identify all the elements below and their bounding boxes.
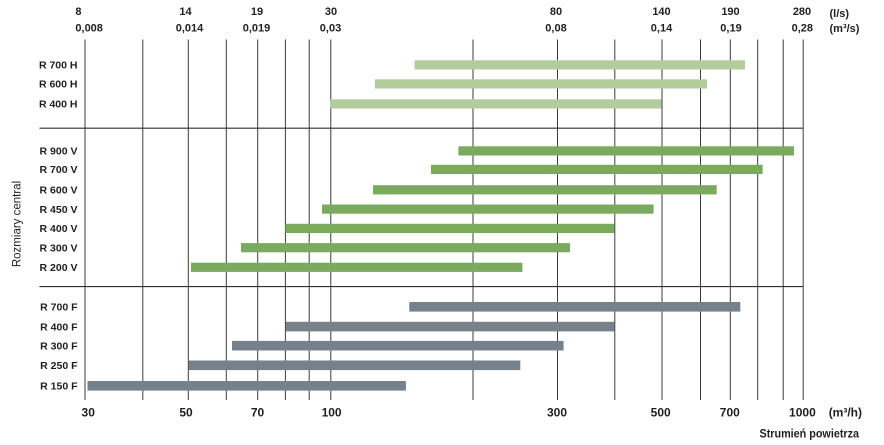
svg-text:80: 80 bbox=[550, 6, 562, 18]
svg-text:Rozmiary central: Rozmiary central bbox=[12, 181, 24, 267]
svg-text:14: 14 bbox=[179, 6, 192, 18]
svg-text:300: 300 bbox=[547, 406, 567, 420]
svg-text:R 600 V: R 600 V bbox=[40, 185, 78, 197]
svg-text:50: 50 bbox=[179, 406, 193, 420]
svg-text:R 300 V: R 300 V bbox=[40, 242, 78, 254]
svg-text:70: 70 bbox=[251, 406, 265, 420]
svg-text:0,019: 0,019 bbox=[243, 23, 271, 35]
svg-text:R 700 V: R 700 V bbox=[40, 164, 78, 176]
svg-text:R 700 H: R 700 H bbox=[39, 60, 78, 72]
svg-text:1000: 1000 bbox=[789, 406, 816, 420]
svg-text:R 300 F: R 300 F bbox=[40, 340, 78, 352]
svg-text:R 600 H: R 600 H bbox=[39, 79, 78, 91]
svg-text:R 450 V: R 450 V bbox=[40, 204, 78, 216]
svg-text:0,28: 0,28 bbox=[792, 23, 813, 35]
svg-text:(m³/s): (m³/s) bbox=[830, 23, 860, 35]
svg-text:0,08: 0,08 bbox=[545, 23, 566, 35]
svg-text:700: 700 bbox=[720, 406, 740, 420]
svg-text:0,19: 0,19 bbox=[720, 23, 741, 35]
svg-text:100: 100 bbox=[322, 406, 342, 420]
svg-text:R 250 F: R 250 F bbox=[40, 360, 78, 372]
svg-text:R 400 V: R 400 V bbox=[40, 223, 78, 235]
svg-text:30: 30 bbox=[325, 6, 337, 18]
svg-text:280: 280 bbox=[793, 6, 811, 18]
svg-text:190: 190 bbox=[721, 6, 739, 18]
svg-text:R 900 V: R 900 V bbox=[40, 146, 78, 158]
svg-text:R 400 H: R 400 H bbox=[39, 99, 78, 111]
svg-text:R 150 F: R 150 F bbox=[40, 381, 78, 393]
svg-text:0,03: 0,03 bbox=[320, 23, 341, 35]
svg-text:140: 140 bbox=[652, 6, 670, 18]
svg-text:Strumień powietrza: Strumień powietrza bbox=[760, 426, 860, 440]
svg-text:19: 19 bbox=[251, 6, 263, 18]
svg-text:0,014: 0,014 bbox=[176, 23, 204, 35]
svg-text:0,008: 0,008 bbox=[75, 23, 103, 35]
svg-text:30: 30 bbox=[82, 406, 96, 420]
svg-text:(l/s): (l/s) bbox=[830, 8, 850, 20]
svg-text:R 400 F: R 400 F bbox=[40, 321, 78, 333]
svg-text:0,14: 0,14 bbox=[651, 23, 673, 35]
svg-text:8: 8 bbox=[75, 6, 81, 18]
svg-text:500: 500 bbox=[651, 406, 671, 420]
svg-text:R 200 V: R 200 V bbox=[40, 262, 78, 274]
svg-text:R 700 F: R 700 F bbox=[40, 302, 78, 314]
svg-text:(m³/h): (m³/h) bbox=[829, 406, 862, 420]
